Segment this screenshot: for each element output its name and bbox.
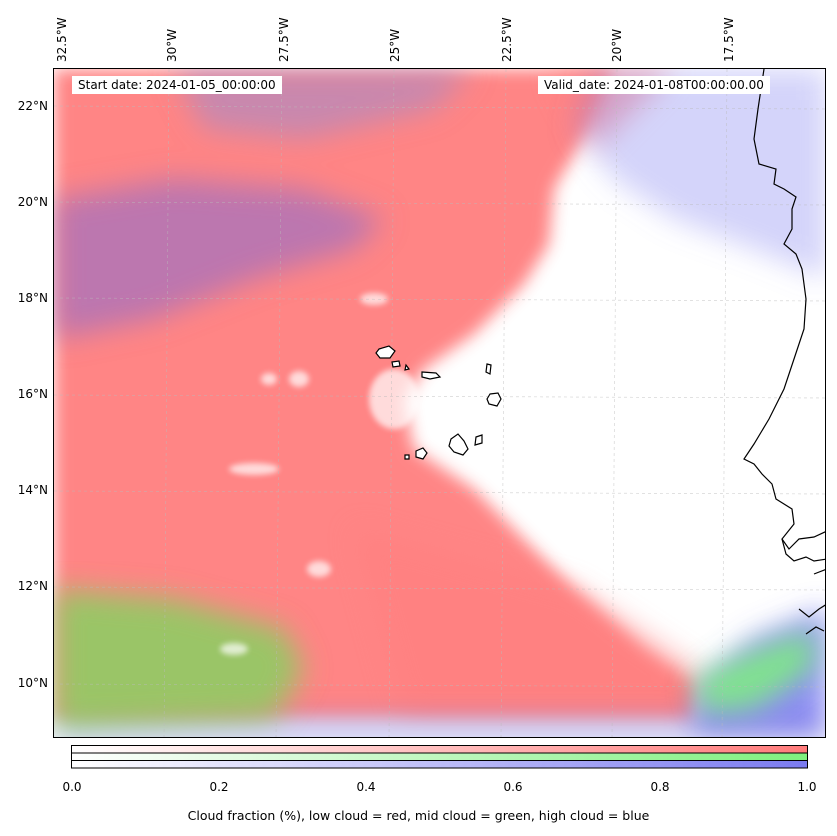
colorbar-tick: 0.2: [209, 780, 229, 794]
lon-label: 20°W: [610, 28, 624, 62]
coastline: [743, 69, 825, 635]
map-panel: [53, 68, 826, 738]
colorbar-low-cloud: [71, 745, 808, 754]
colorbar-tick: 1.0: [797, 780, 817, 794]
valid-date-label: Valid_date: 2024-01-08T00:00:00.00: [538, 76, 770, 94]
colorbar-title: Cloud fraction (%), low cloud = red, mid…: [187, 808, 650, 823]
start-date-label: Start date: 2024-01-05_00:00:00: [72, 76, 282, 94]
colorbar-high-cloud: [71, 760, 808, 769]
colorbar-mid-cloud: [71, 752, 808, 761]
lat-label: 22°N: [17, 99, 48, 113]
lon-label: 25°W: [388, 28, 402, 62]
colorbar-tick: 0.6: [503, 780, 523, 794]
lon-label: 17.5°W: [722, 17, 736, 62]
mid-cloud-layer: [54, 589, 814, 729]
colorbar: [71, 745, 808, 769]
lon-label: 32.5°W: [55, 17, 69, 62]
colorbar-tick: 0.8: [650, 780, 670, 794]
lon-label: 30°W: [165, 28, 179, 62]
colorbar-tick: 0.4: [356, 780, 376, 794]
graticule: [54, 69, 825, 737]
lon-label: 27.5°W: [277, 17, 291, 62]
cape-verde-islands: [375, 345, 502, 460]
lat-label: 16°N: [17, 387, 48, 401]
lat-label: 14°N: [17, 483, 48, 497]
lat-label: 12°N: [17, 579, 48, 593]
lat-label: 18°N: [17, 291, 48, 305]
lon-label: 22.5°W: [500, 17, 514, 62]
colorbar-tick: 0.0: [62, 780, 82, 794]
lat-label: 10°N: [17, 676, 48, 690]
lat-label: 20°N: [17, 195, 48, 209]
cloud-fraction-map: [54, 69, 825, 737]
